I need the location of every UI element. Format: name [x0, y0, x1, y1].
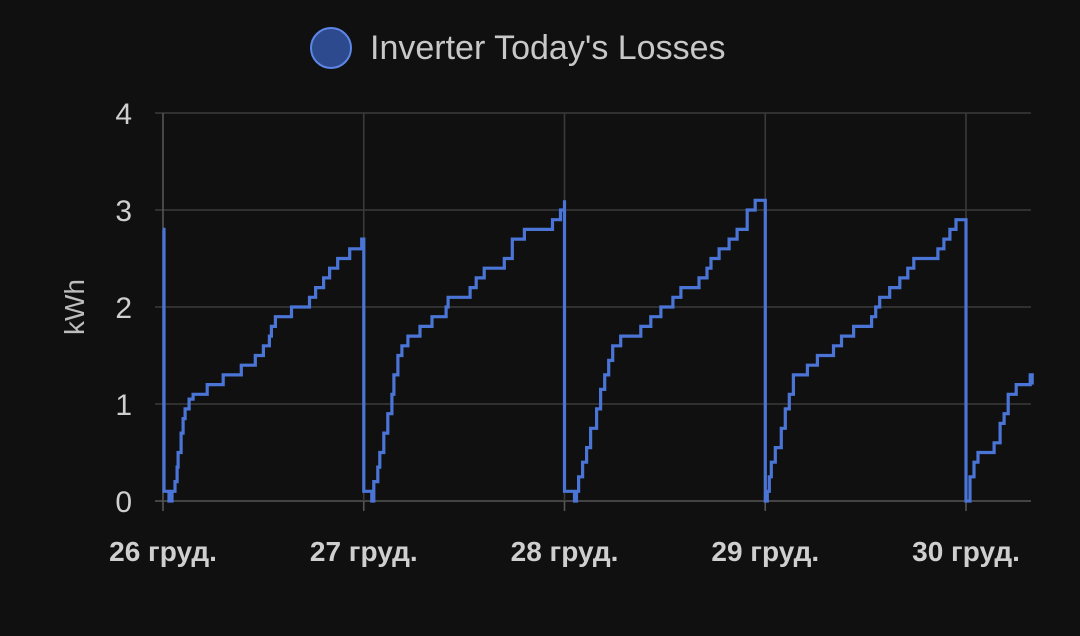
y-tick-label: 4: [115, 98, 132, 131]
y-tick-label: 0: [115, 486, 132, 519]
y-tick-label: 3: [115, 195, 132, 228]
y-ticks: 0 1 2 3 4: [115, 98, 132, 519]
series-line[interactable]: [162, 198, 1034, 503]
x-tick-label: 29 груд.: [711, 536, 819, 567]
y-axis-label: kWh: [59, 279, 90, 335]
legend-label[interactable]: Inverter Today's Losses: [370, 29, 726, 67]
grid: [155, 112, 1031, 511]
y-tick-label: 1: [115, 389, 132, 422]
y-tick-label: 2: [115, 292, 132, 325]
x-tick-label: 30 груд.: [912, 536, 1020, 567]
x-ticks: 26 груд. 27 груд. 28 груд. 29 груд. 30 груд.: [109, 536, 1020, 567]
x-tick-label: 28 груд.: [511, 536, 619, 567]
legend[interactable]: Inverter Today's Losses: [310, 27, 726, 69]
legend-swatch-icon[interactable]: [310, 27, 352, 69]
x-tick-label: 27 груд.: [310, 536, 418, 567]
plot-area: [162, 198, 1034, 503]
x-tick-label: 26 груд.: [109, 536, 217, 567]
